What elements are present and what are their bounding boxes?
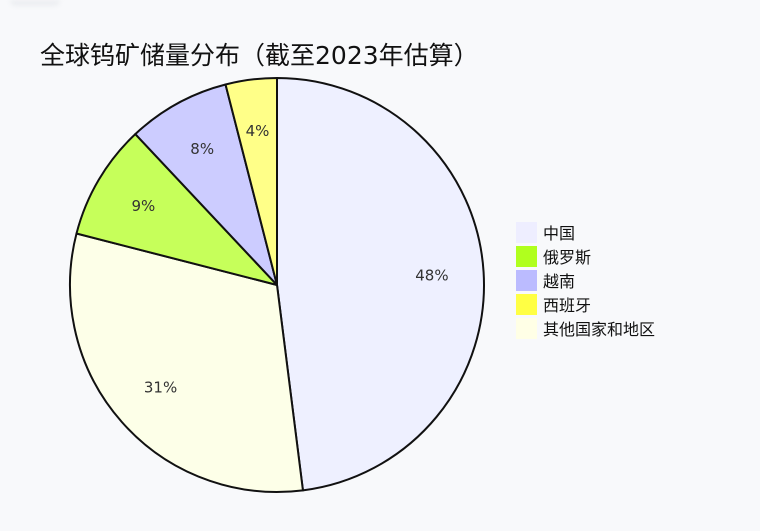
legend-swatch — [516, 245, 537, 267]
pie-slice-russia[interactable] — [75, 133, 278, 286]
corner-artifact — [10, 0, 60, 6]
pie-slice-spain[interactable] — [224, 77, 278, 286]
pie-slice-labels: 48% 31% 9% 8% 4% — [131, 122, 448, 397]
pie-slice-others[interactable] — [69, 232, 304, 493]
slice-label-china: 48% — [415, 266, 448, 284]
legend-label: 俄罗斯 — [543, 248, 592, 267]
pie-slice-china[interactable] — [276, 77, 485, 492]
slice-label-others: 31% — [144, 379, 177, 397]
legend-label: 越南 — [543, 272, 576, 291]
slice-label-russia: 9% — [131, 197, 155, 215]
legend-swatch — [516, 269, 537, 291]
legend-item-vietnam[interactable]: 越南 — [516, 268, 655, 292]
pie-slice-vietnam[interactable] — [134, 83, 278, 286]
legend-label: 其他国家和地区 — [543, 320, 656, 339]
legend-item-others[interactable]: 其他国家和地区 — [516, 316, 655, 340]
legend-swatch — [516, 221, 537, 243]
legend-swatch — [516, 317, 537, 339]
legend-swatch — [516, 293, 537, 315]
slice-label-vietnam: 8% — [190, 140, 214, 158]
legend-item-russia[interactable]: 俄罗斯 — [516, 244, 655, 268]
legend-item-spain[interactable]: 西班牙 — [516, 292, 655, 316]
slice-label-spain: 4% — [246, 122, 270, 140]
chart-title: 全球钨矿储量分布（截至2023年估算） — [40, 41, 479, 70]
pie-slices — [69, 77, 485, 493]
legend-label: 西班牙 — [543, 296, 592, 315]
legend-label: 中国 — [543, 224, 576, 243]
legend-item-china[interactable]: 中国 — [516, 220, 655, 244]
chart-legend: 中国 俄罗斯 越南 西班牙 其他国家和地区 — [516, 220, 655, 340]
